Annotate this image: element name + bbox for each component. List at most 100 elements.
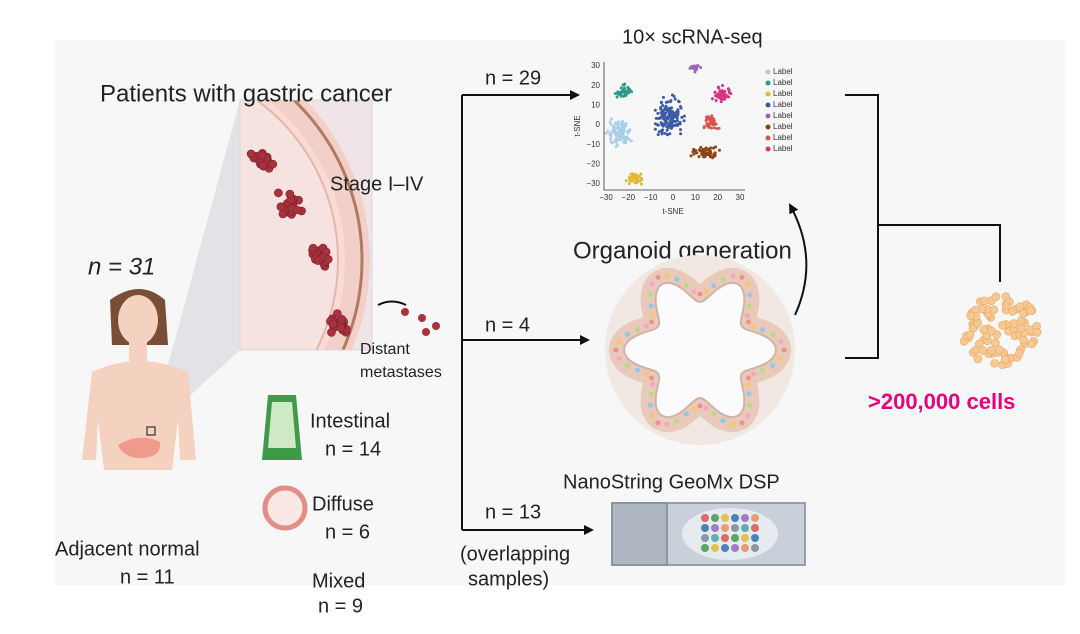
organoid-cell — [711, 411, 717, 417]
tsne-point — [704, 119, 708, 123]
tsne-point — [639, 176, 643, 180]
tsne-point — [617, 134, 621, 138]
organoid-cell — [745, 375, 751, 381]
tumor-cell — [276, 202, 286, 212]
tsne-point — [604, 131, 608, 135]
tsne-point — [657, 130, 661, 134]
tsne-point — [664, 104, 668, 108]
tsne-point — [665, 133, 669, 137]
tsne-point — [714, 122, 718, 126]
tumor-cell — [327, 328, 336, 337]
nanostring-title: NanoString GeoMx DSP — [563, 471, 780, 493]
branch-note: samples) — [468, 568, 549, 590]
tsne-point — [697, 155, 701, 159]
tsne-point — [627, 130, 631, 134]
subtype-n: n = 9 — [318, 595, 363, 617]
cell — [1008, 307, 1017, 316]
tsne-point — [615, 95, 619, 99]
organoid-cell — [759, 327, 765, 333]
tsne-point — [682, 119, 686, 123]
tsne-point — [714, 145, 718, 149]
organoid-cell — [720, 418, 726, 424]
title: Patients with gastric cancer — [100, 80, 392, 107]
organoid-cell — [647, 292, 653, 298]
normal-n: n = 11 — [120, 566, 175, 588]
roi — [721, 534, 729, 542]
tsne-point — [707, 125, 711, 129]
organoid-cell — [781, 347, 787, 353]
tsne-point — [678, 120, 682, 124]
tsne-ytick: 10 — [591, 100, 600, 109]
organoid-cell — [730, 273, 736, 279]
organoid-cell — [703, 405, 709, 411]
subtype: Mixed — [312, 570, 365, 592]
tsne-point — [665, 125, 669, 129]
tsne-point — [614, 145, 618, 149]
organoid-cell — [739, 274, 745, 280]
subtype: Intestinal — [310, 410, 390, 432]
tsne-point — [613, 139, 617, 143]
tsne-point — [663, 131, 667, 135]
tsne-point — [609, 140, 613, 144]
tsne-point — [695, 64, 699, 68]
tsne-point — [669, 126, 673, 130]
legend-swatch — [765, 135, 771, 141]
cell — [1019, 335, 1028, 345]
tsne-point — [721, 91, 725, 95]
tumor-cell — [336, 323, 346, 333]
legend-label: Label — [773, 67, 793, 76]
tsne-point — [679, 106, 683, 110]
legend-swatch — [765, 91, 771, 97]
tsne-point — [660, 113, 664, 117]
tsne-point — [623, 82, 627, 86]
organoid-cell — [703, 289, 709, 295]
tsne-point — [659, 121, 663, 125]
tsne-point — [619, 132, 623, 136]
tsne-point — [710, 114, 714, 118]
legend-label: Label — [773, 144, 793, 153]
tsne-point — [675, 124, 679, 128]
tsne-xtick: −10 — [644, 193, 658, 202]
organoid-cell — [648, 391, 654, 397]
organoid-cell — [691, 405, 697, 411]
metastasis — [432, 322, 440, 330]
tsne-point — [627, 137, 631, 141]
cell — [995, 345, 1004, 355]
tsne-point — [695, 151, 699, 155]
organoid-cell — [624, 332, 630, 338]
scrna-title: 10× scRNA-seq — [622, 26, 763, 48]
tsne-point — [612, 124, 616, 128]
cell — [1016, 316, 1026, 326]
tsne-point — [634, 173, 638, 177]
organoid-cell — [747, 292, 753, 298]
tsne-point — [640, 182, 644, 186]
cell — [973, 354, 983, 364]
tsne-point — [703, 155, 707, 159]
tsne-point — [609, 134, 613, 138]
organoid-cell — [759, 367, 765, 373]
cell — [989, 305, 999, 315]
tsne-axes — [603, 62, 745, 191]
tsne-point — [708, 153, 712, 157]
metastasis-mark — [377, 300, 407, 306]
organoid-lumen — [622, 281, 778, 419]
tsne-point — [629, 172, 633, 176]
tsne-xtick: −30 — [599, 193, 613, 202]
stage: Stage I–IV — [330, 173, 424, 195]
tsne-point — [661, 103, 665, 107]
cell — [987, 326, 996, 336]
tsne-point — [709, 126, 713, 130]
organoid-cell — [745, 319, 751, 325]
cell — [1019, 309, 1028, 318]
organoid-cell — [697, 403, 703, 409]
roi — [711, 524, 719, 532]
tumor-cell — [337, 314, 347, 324]
tumor-cell — [274, 188, 283, 198]
cell — [978, 346, 987, 355]
organoid-cell — [751, 371, 757, 377]
tsne-point — [695, 67, 699, 71]
cell — [965, 330, 975, 340]
cell — [991, 292, 1001, 302]
tsne-point — [620, 125, 624, 129]
